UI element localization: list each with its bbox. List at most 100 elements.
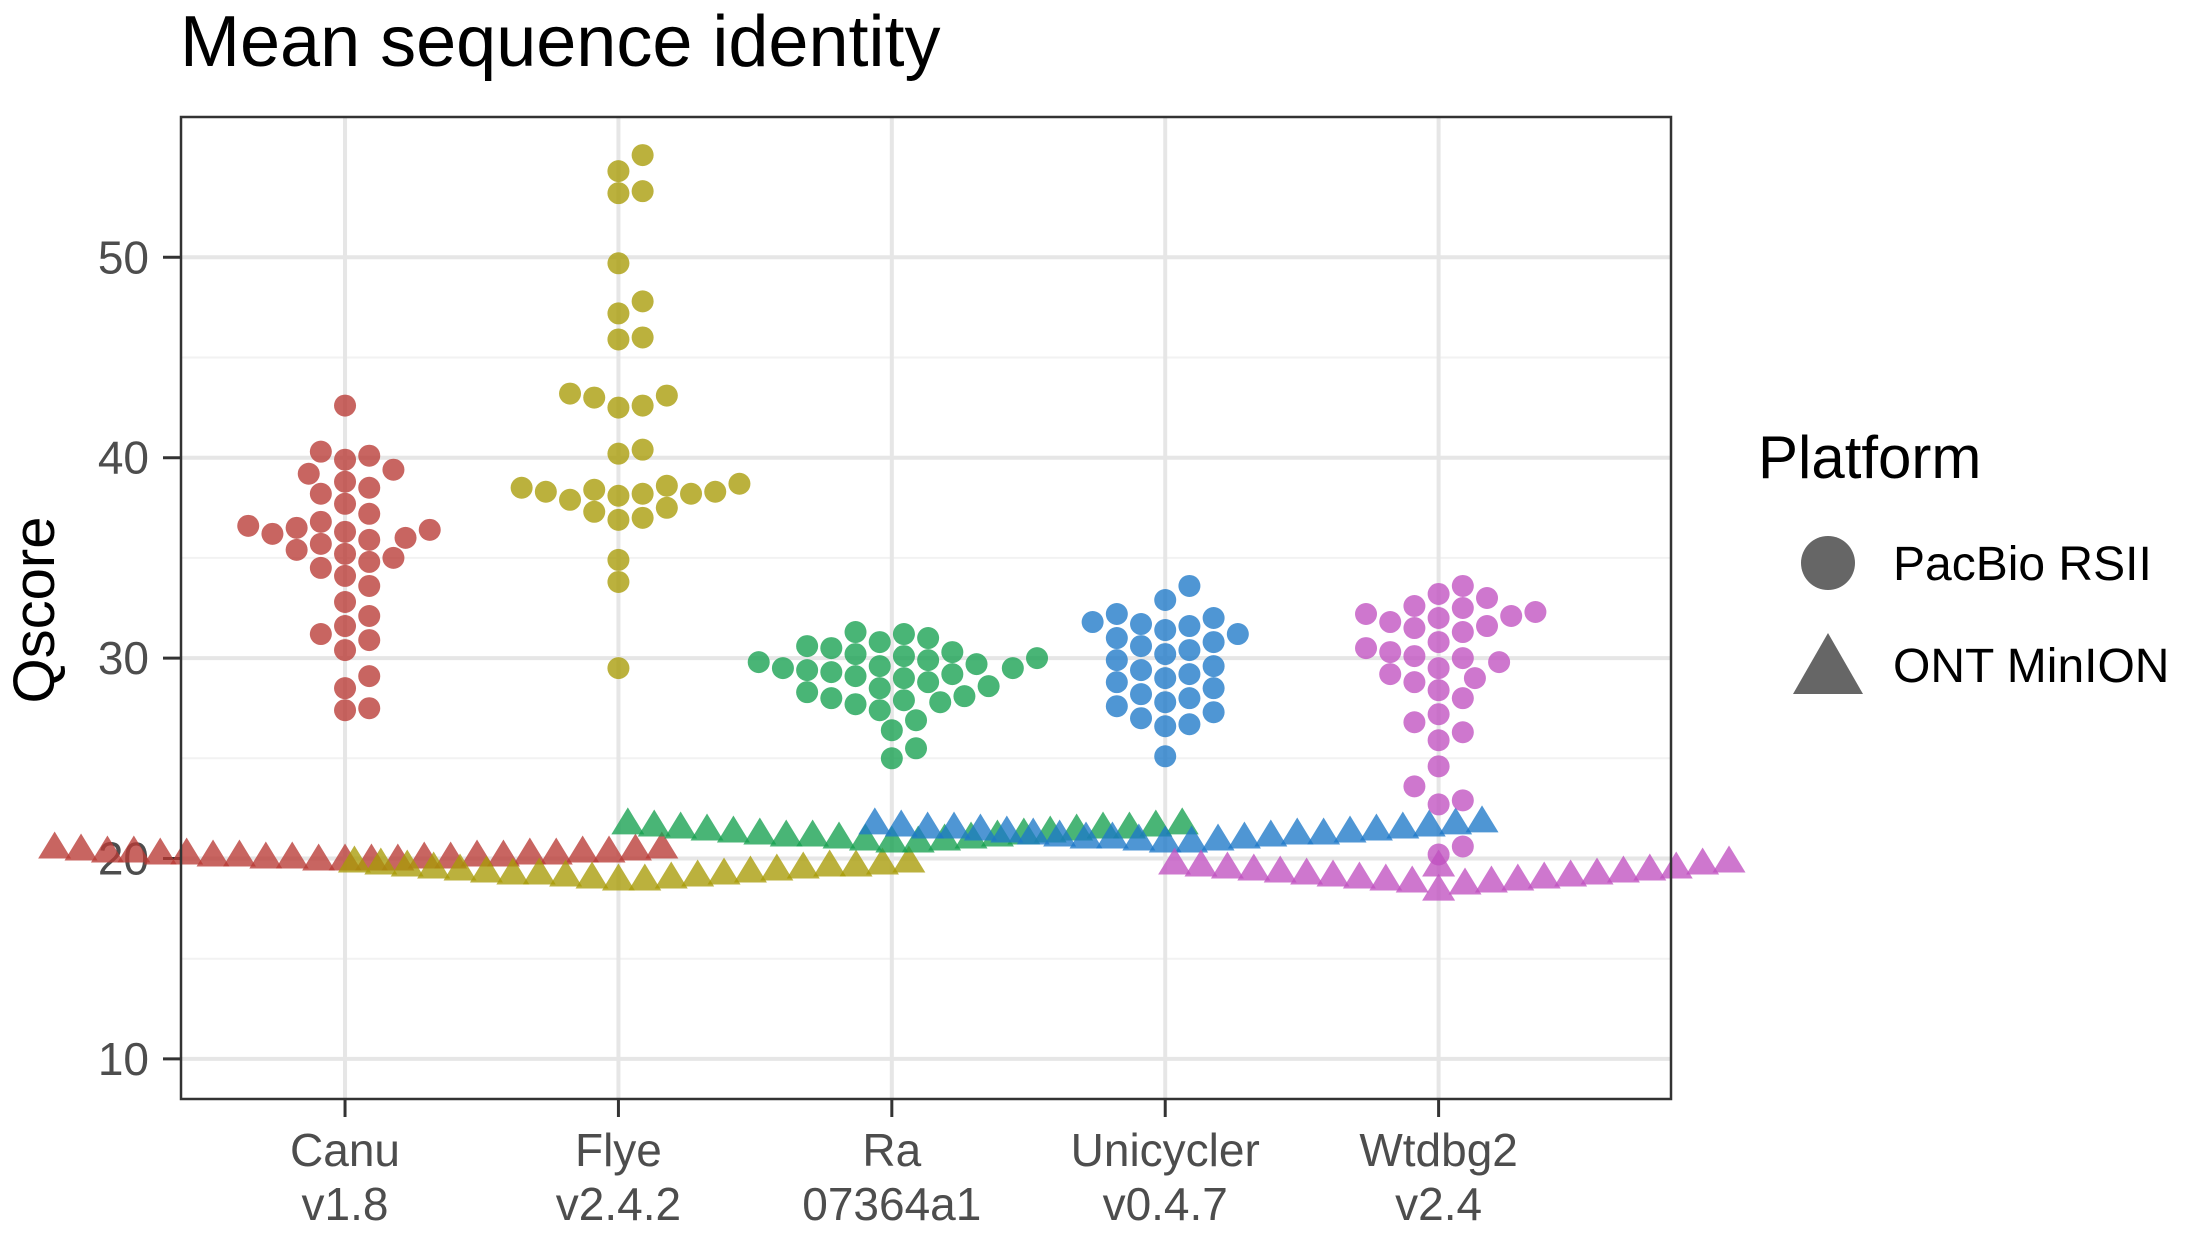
- axis-ticks: 1020304050Canuv1.8Flyev2.4.2Ra07364a1Uni…: [98, 231, 1518, 1230]
- pacbio-point: [607, 252, 630, 275]
- ont-point: [390, 849, 424, 877]
- pacbio-point: [1379, 611, 1402, 634]
- ont-point: [875, 825, 909, 853]
- pacbio-point: [297, 462, 320, 485]
- ont-point: [990, 815, 1024, 843]
- ont-point: [1633, 853, 1667, 881]
- ont-point: [522, 857, 556, 885]
- pacbio-point: [1451, 647, 1474, 670]
- pacbio-point: [358, 528, 381, 551]
- data-points: [38, 144, 1746, 901]
- pacbio-point: [358, 502, 381, 525]
- pacbio-point: [309, 510, 332, 533]
- pacbio-point: [510, 476, 533, 499]
- ont-point: [1254, 819, 1288, 847]
- pacbio-point: [1154, 667, 1177, 690]
- pacbio-point: [583, 386, 606, 409]
- pacbio-point: [382, 458, 405, 481]
- pacbio-point: [1355, 603, 1378, 626]
- pacbio-point: [309, 556, 332, 579]
- legend-label-ont: ONT MinION: [1893, 640, 2169, 693]
- y-axis-title: Qscore: [2, 517, 67, 704]
- pacbio-point: [880, 747, 903, 770]
- pacbio-point: [1427, 679, 1450, 702]
- pacbio-point: [1081, 611, 1104, 634]
- ont-point: [716, 815, 750, 843]
- pacbio-point: [607, 302, 630, 325]
- ont-point: [549, 859, 583, 887]
- pacbio-point: [1154, 745, 1177, 768]
- pacbio-point: [309, 532, 332, 555]
- ont-point: [901, 825, 935, 853]
- pacbio-point: [631, 394, 654, 417]
- x-tick-label-name: Flye: [575, 1124, 662, 1176]
- ont-point: [117, 835, 151, 863]
- ont-point: [1395, 865, 1429, 893]
- ont-point: [963, 813, 997, 841]
- pacbio-point: [607, 484, 630, 507]
- pacbio-point: [358, 697, 381, 720]
- ont-point: [1280, 817, 1314, 845]
- pacbio-point: [892, 667, 915, 690]
- pacbio-point: [1488, 651, 1511, 674]
- ont-point: [1465, 805, 1499, 833]
- pacbio-point: [1427, 703, 1450, 726]
- pacbio-point: [631, 482, 654, 505]
- pacbio-point: [1202, 677, 1225, 700]
- pacbio-point: [1427, 755, 1450, 778]
- ont-point: [707, 857, 741, 885]
- ont-point: [865, 847, 899, 875]
- ont-point: [302, 843, 336, 871]
- pacbio-point: [892, 645, 915, 668]
- x-tick-label-version: v0.4.7: [1103, 1178, 1228, 1230]
- ont-point: [822, 821, 856, 849]
- ont-point: [90, 835, 124, 863]
- pacbio-point: [285, 516, 308, 539]
- pacbio-point: [905, 737, 928, 760]
- pacbio-point: [917, 649, 940, 672]
- pacbio-point: [631, 438, 654, 461]
- ont-point: [937, 811, 971, 839]
- pacbio-point: [747, 651, 770, 674]
- ont-point: [1439, 807, 1473, 835]
- pacbio-point: [1154, 619, 1177, 642]
- pacbio-point: [1105, 627, 1128, 650]
- pacbio-point: [1403, 617, 1426, 640]
- ont-point: [1448, 867, 1482, 895]
- pacbio-point: [631, 506, 654, 529]
- chart-title: Mean sequence identity: [180, 2, 941, 82]
- pacbio-point: [358, 574, 381, 597]
- ont-point: [1580, 857, 1614, 885]
- pacbio-point: [771, 657, 794, 680]
- ont-point: [1122, 823, 1156, 851]
- y-tick-label: 30: [98, 632, 149, 684]
- pacbio-point: [607, 160, 630, 183]
- pacbio-point: [607, 442, 630, 465]
- pacbio-point: [418, 518, 441, 541]
- ont-point: [496, 857, 530, 885]
- ont-point: [566, 835, 600, 863]
- ont-point: [681, 859, 715, 887]
- pacbio-point: [583, 478, 606, 501]
- pacbio-point: [358, 665, 381, 688]
- pacbio-point: [309, 440, 332, 463]
- pacbio-point: [1427, 631, 1450, 654]
- pacbio-point: [1105, 649, 1128, 672]
- ont-point: [1307, 817, 1341, 845]
- pacbio-point: [1403, 711, 1426, 734]
- ont-point: [664, 811, 698, 839]
- pacbio-point: [334, 564, 357, 587]
- pacbio-point: [334, 699, 357, 722]
- ont-point: [1227, 821, 1261, 849]
- pacbio-point: [261, 522, 284, 545]
- ont-point: [1659, 851, 1693, 879]
- pacbio-point: [844, 665, 867, 688]
- ont-point: [443, 853, 477, 881]
- ont-point: [1686, 847, 1720, 875]
- pacbio-point: [820, 637, 843, 660]
- legend-circle-key: [1801, 536, 1855, 590]
- pacbio-point: [559, 382, 582, 405]
- ont-point: [839, 849, 873, 877]
- pacbio-point: [1226, 623, 1249, 646]
- ont-point: [1501, 863, 1535, 891]
